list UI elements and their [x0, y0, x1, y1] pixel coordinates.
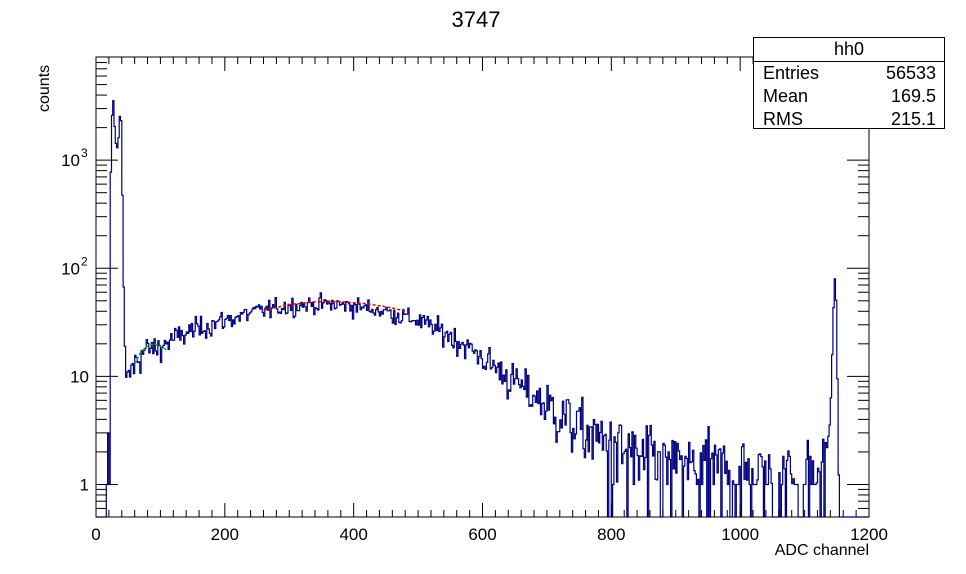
y-tick-label: 10	[61, 151, 80, 170]
x-tick-label: 600	[468, 525, 496, 544]
stats-row-entries: Entries 56533	[754, 62, 944, 85]
y-tick-label: 10	[70, 367, 89, 386]
x-axis: 0 200 400 600 800 1000 1200	[91, 57, 888, 544]
fit-curve-2	[263, 300, 406, 313]
stats-value: 169.5	[890, 86, 936, 106]
y-tick-exponent: 3	[81, 146, 88, 160]
x-axis-title: ADC channel	[775, 542, 869, 559]
fit-curve-1	[134, 342, 168, 365]
stats-value: 56533	[885, 63, 936, 83]
stats-box: hh0 Entries 56533 Mean 169.5 RMS 215.1	[753, 37, 945, 129]
y-tick-exponent: 2	[81, 254, 88, 268]
x-tick-label: 0	[91, 525, 100, 544]
x-tick-label: 200	[211, 525, 239, 544]
x-tick-label: 1200	[850, 525, 888, 544]
histogram-series	[96, 100, 869, 518]
chart-title: 3747	[452, 7, 501, 32]
y-tick-label: 10	[61, 259, 80, 278]
fit-curves	[134, 300, 406, 365]
histogram-line	[96, 100, 869, 518]
y-tick-label: 1	[80, 475, 89, 494]
stats-label: RMS	[763, 109, 803, 129]
x-tick-label: 1000	[721, 525, 759, 544]
x-tick-label: 400	[339, 525, 367, 544]
stats-row-rms: RMS 215.1	[754, 108, 944, 131]
stats-row-mean: Mean 169.5	[754, 85, 944, 108]
stats-box-title: hh0	[754, 38, 944, 62]
stats-value: 215.1	[890, 109, 936, 129]
x-tick-label: 800	[597, 525, 625, 544]
stats-label: Entries	[763, 63, 820, 83]
y-axis-title: counts	[36, 65, 53, 112]
stats-label: Mean	[763, 86, 809, 106]
